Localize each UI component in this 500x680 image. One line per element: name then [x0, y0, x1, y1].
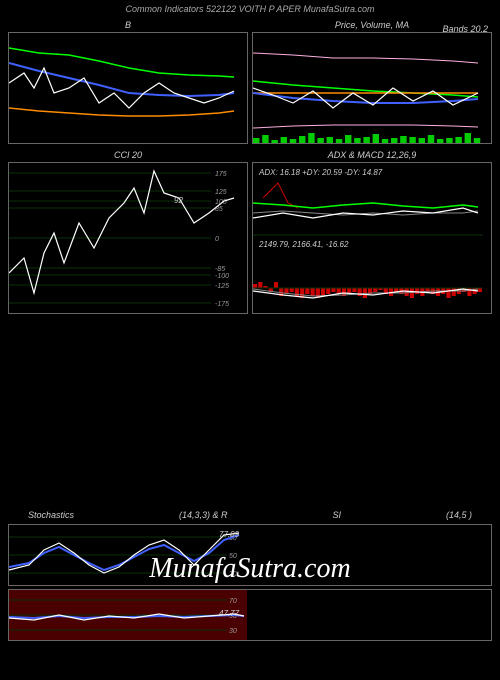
- chart-b: [8, 32, 248, 144]
- svg-text:77.09: 77.09: [219, 530, 240, 539]
- bottom-titles: Stochastics (14,3,3) & R SI (14,5 ): [8, 510, 492, 524]
- chart-b-title: B: [8, 18, 248, 32]
- chart-stochastics: 80502077.09: [8, 524, 492, 586]
- chart-rsi: 70503047.77: [8, 589, 492, 641]
- svg-text:47.77: 47.77: [219, 609, 240, 618]
- chart-adx-title: ADX & MACD 12,26,9: [252, 148, 492, 162]
- svg-text:0: 0: [215, 236, 219, 243]
- top-charts: B Price, Volume, MA CCI 20 175125100850-…: [0, 18, 500, 314]
- chart-cci-title: CCI 20: [8, 148, 248, 162]
- svg-text:-85: -85: [215, 266, 225, 273]
- svg-text:-125: -125: [215, 283, 229, 290]
- svg-text:92: 92: [174, 196, 183, 205]
- svg-text:-100: -100: [215, 273, 229, 280]
- chart-adx-macd: ADX: 16.18 +DY: 20.59 -DY: 14.87 2149.79,…: [252, 162, 492, 314]
- chart-cci: 175125100850-85-100-125-17592: [8, 162, 248, 314]
- stoch-params: (14,3,3) & R: [179, 510, 228, 520]
- svg-text:20: 20: [228, 571, 237, 578]
- rsi-params: (14,5 ): [446, 510, 472, 520]
- chart-price: [252, 32, 492, 144]
- page-header: Common Indicators 522122 VOITH P APER Mu…: [0, 0, 500, 18]
- svg-text:30: 30: [229, 628, 237, 635]
- chart-price-wrap: Price, Volume, MA: [252, 18, 492, 144]
- bottom-charts: Stochastics (14,3,3) & R SI (14,5 ) 8050…: [8, 510, 492, 641]
- svg-text:100: 100: [215, 199, 227, 206]
- chart-adx-wrap: ADX & MACD 12,26,9 ADX: 16.18 +DY: 20.59…: [252, 148, 492, 314]
- si-label: SI: [333, 510, 342, 520]
- stoch-label: Stochastics: [28, 510, 74, 520]
- svg-text:-175: -175: [215, 301, 229, 308]
- svg-text:70: 70: [229, 598, 237, 605]
- svg-text:125: 125: [215, 189, 227, 196]
- svg-text:2149.79, 2166.41, -16.62: 2149.79, 2166.41, -16.62: [258, 240, 349, 249]
- chart-b-wrap: B: [8, 18, 248, 144]
- svg-text:175: 175: [215, 171, 227, 178]
- svg-text:50: 50: [229, 553, 237, 560]
- chart-cci-wrap: CCI 20 175125100850-85-100-125-17592: [8, 148, 248, 314]
- svg-text:ADX: 16.18 +DY: 20.59 -DY: 14.: ADX: 16.18 +DY: 20.59 -DY: 14.87: [258, 168, 383, 177]
